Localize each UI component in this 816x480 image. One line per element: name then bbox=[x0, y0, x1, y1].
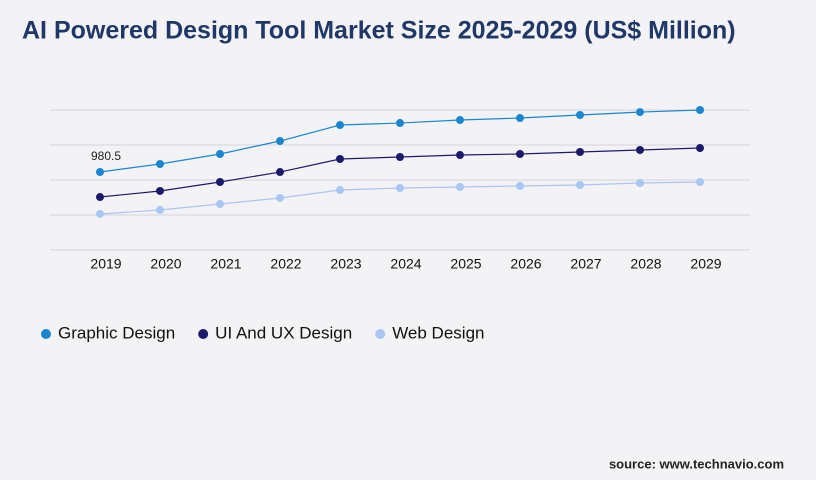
data-point bbox=[216, 200, 224, 209]
x-tick-label: 2023 bbox=[330, 256, 361, 272]
legend-label: Web Design bbox=[392, 323, 484, 342]
data-point bbox=[696, 144, 704, 153]
data-point bbox=[516, 114, 524, 123]
x-tick-label: 2022 bbox=[270, 256, 301, 272]
data-point bbox=[216, 177, 224, 186]
data-point bbox=[336, 121, 344, 130]
data-point bbox=[96, 193, 104, 202]
x-tick-label: 2026 bbox=[510, 256, 541, 272]
data-point bbox=[276, 193, 284, 202]
data-point bbox=[276, 168, 284, 177]
x-tick-label: 2019 bbox=[90, 256, 121, 272]
data-point bbox=[456, 116, 464, 125]
data-point bbox=[636, 179, 644, 188]
data-point bbox=[216, 149, 224, 158]
data-point bbox=[576, 181, 584, 190]
data-point bbox=[336, 186, 344, 195]
x-tick-label: 2028 bbox=[630, 256, 661, 272]
data-point bbox=[516, 181, 524, 190]
data-point bbox=[576, 148, 584, 156]
data-point bbox=[696, 177, 704, 186]
data-point bbox=[156, 205, 164, 214]
legend-label: UI And UX Design bbox=[215, 323, 352, 342]
data-point bbox=[456, 151, 464, 160]
legend-marker bbox=[375, 329, 386, 339]
grid bbox=[50, 109, 750, 251]
legend-marker bbox=[198, 329, 209, 339]
x-tick-label: 2021 bbox=[210, 256, 241, 272]
data-point bbox=[336, 155, 344, 163]
data-point bbox=[576, 111, 584, 120]
x-tick-label: 2029 bbox=[690, 256, 721, 272]
x-tick-label: 2024 bbox=[390, 256, 421, 272]
x-tick-label: 2027 bbox=[570, 256, 601, 272]
data-point bbox=[276, 137, 284, 146]
data-point bbox=[156, 186, 164, 195]
data-point bbox=[456, 183, 464, 191]
x-tick-label: 2020 bbox=[150, 256, 181, 272]
data-point bbox=[696, 106, 704, 114]
data-point bbox=[96, 168, 104, 177]
chart-title: AI Powered Design Tool Market Size 2025-… bbox=[22, 17, 736, 45]
data-point bbox=[96, 209, 104, 218]
legend-label: Graphic Design bbox=[58, 323, 175, 342]
data-label: 980.5 bbox=[91, 149, 121, 163]
data-point bbox=[156, 160, 164, 169]
data-point bbox=[516, 149, 524, 158]
x-tick-label: 2025 bbox=[450, 256, 481, 272]
data-point bbox=[636, 146, 644, 155]
legend-marker bbox=[41, 329, 51, 339]
data-point bbox=[396, 153, 404, 162]
data-point bbox=[636, 108, 644, 117]
data-point bbox=[396, 119, 404, 128]
data-point bbox=[396, 184, 404, 193]
source: source: www.technavio.com bbox=[609, 456, 784, 471]
